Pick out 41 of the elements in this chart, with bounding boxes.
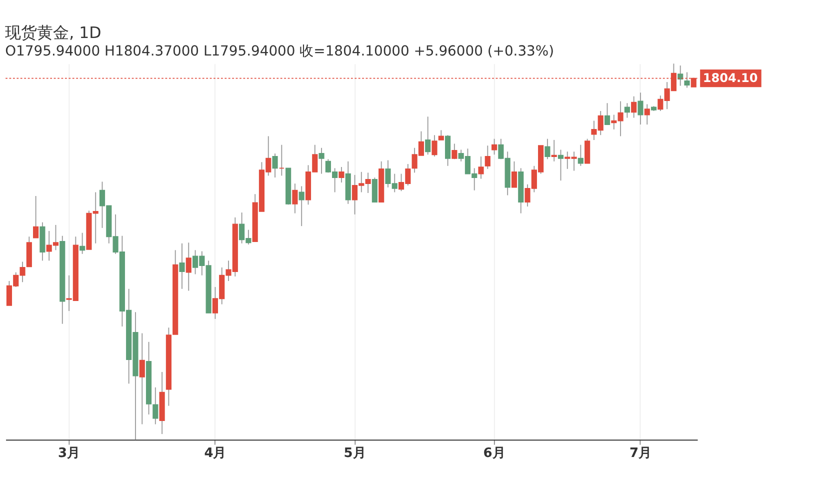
- candlestick: [492, 138, 498, 156]
- candlestick: [544, 138, 550, 160]
- text: 1804.10: [702, 71, 758, 85]
- candlestick: [551, 139, 557, 162]
- candlestick: [186, 242, 192, 292]
- candlestick: [578, 144, 584, 166]
- candlestick: [678, 65, 684, 86]
- candlestick: [604, 102, 610, 126]
- candlestick: [624, 102, 630, 118]
- candlestick: [478, 156, 484, 180]
- candlestick: [272, 153, 278, 178]
- candlestick: [644, 104, 650, 126]
- x-tick-label: 4月: [204, 446, 226, 461]
- x-tick-label: 6月: [483, 446, 506, 461]
- candlestick: [484, 145, 490, 170]
- candlestick: [318, 147, 324, 174]
- candlestick: [558, 149, 564, 182]
- candlestick: [438, 130, 444, 140]
- candlestick: [372, 177, 378, 202]
- chart-subtitle: O1795.94000 H1804.37000 L1795.94000 收=1804.10000 +5.96000 (+0.33%): [5, 44, 554, 60]
- x-tick-label: 5月: [344, 446, 366, 461]
- candlestick: [511, 160, 518, 188]
- candlestick: [444, 134, 451, 166]
- candlestick: [179, 242, 185, 290]
- chart-title: 现货黄金, 1D: [5, 23, 102, 42]
- candlestick: [298, 186, 304, 227]
- candlestick: [278, 144, 284, 176]
- candlestick: [432, 134, 438, 157]
- candlestick: [292, 183, 298, 214]
- candlestick: [452, 143, 458, 160]
- candlestick: [584, 138, 590, 164]
- candlestick: [638, 92, 644, 126]
- x-tick-label: 3月: [58, 446, 80, 461]
- candlestick: [684, 72, 690, 88]
- candlestick: [80, 232, 86, 254]
- candlestick: [631, 96, 637, 118]
- candlestick: [338, 166, 344, 183]
- candlestick: [33, 196, 39, 238]
- x-tick-label: 7月: [629, 446, 652, 461]
- candlestick: [139, 332, 145, 425]
- candlestick: [425, 116, 431, 156]
